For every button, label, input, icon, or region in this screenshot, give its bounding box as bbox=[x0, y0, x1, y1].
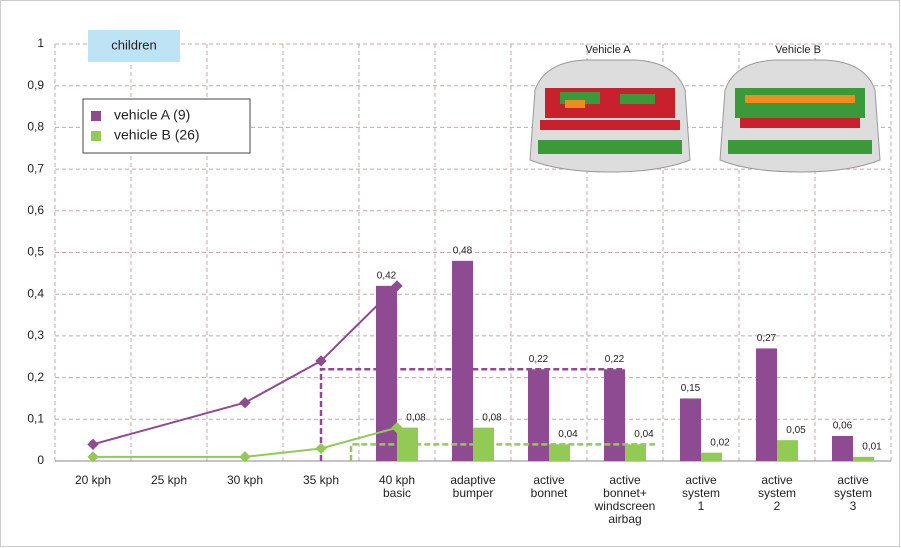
legend-swatch bbox=[91, 111, 101, 121]
bar bbox=[625, 444, 646, 461]
y-tick-label: 0,5 bbox=[27, 245, 44, 259]
value-label: 0,08 bbox=[482, 412, 502, 423]
legend-box bbox=[82, 98, 251, 154]
image-label: Vehicle B bbox=[775, 44, 821, 56]
value-label: 0,06 bbox=[833, 421, 853, 432]
x-tick-label: 25 kph bbox=[151, 473, 187, 487]
line-marker bbox=[239, 451, 251, 463]
bar bbox=[604, 369, 625, 461]
group-label: children bbox=[111, 37, 157, 52]
x-tick-label: 40 kph basic bbox=[379, 473, 415, 500]
line-marker bbox=[315, 355, 327, 367]
vehicle-images bbox=[529, 59, 881, 173]
x-tick-label: active bonnet+ windscreen airbag bbox=[594, 473, 656, 526]
bar bbox=[701, 452, 722, 461]
value-label: 0,02 bbox=[710, 437, 730, 448]
value-label: 0,01 bbox=[862, 441, 882, 452]
x-tick-label: 20 kph bbox=[75, 473, 111, 487]
y-tick-label: 0,8 bbox=[27, 120, 44, 134]
value-label: 0,48 bbox=[453, 245, 473, 256]
y-tick-label: 0,1 bbox=[27, 411, 44, 425]
y-tick-label: 0,4 bbox=[27, 286, 44, 300]
legend-swatch bbox=[91, 131, 101, 141]
value-label: 0,15 bbox=[681, 383, 701, 394]
value-label: 0,04 bbox=[634, 429, 654, 440]
line-marker bbox=[391, 280, 403, 292]
x-tick-label: active system 2 bbox=[758, 473, 796, 513]
y-tick-label: 0,6 bbox=[27, 203, 44, 217]
x-tick-label: 35 kph bbox=[303, 473, 339, 487]
x-tick-label: active system 3 bbox=[834, 473, 872, 513]
y-tick-label: 0,3 bbox=[27, 328, 44, 342]
bar bbox=[452, 260, 473, 461]
legend-label: vehicle A (9) bbox=[114, 107, 190, 123]
bar bbox=[756, 348, 777, 461]
line-marker bbox=[391, 421, 403, 434]
bar bbox=[528, 369, 549, 461]
y-tick-label: 0,2 bbox=[27, 370, 44, 384]
bar bbox=[376, 285, 397, 461]
line bbox=[93, 426, 398, 458]
vehicle-b-image bbox=[719, 59, 881, 173]
bar bbox=[680, 398, 701, 461]
y-tick-label: 1 bbox=[37, 36, 44, 50]
x-tick-label: active bonnet bbox=[531, 473, 568, 500]
value-label: 0,42 bbox=[377, 271, 397, 282]
x-tick-label: adaptive bumper bbox=[450, 473, 496, 500]
bar bbox=[777, 440, 798, 461]
line bbox=[92, 285, 398, 446]
value-label: 0,05 bbox=[786, 425, 806, 436]
image-label: Vehicle A bbox=[585, 44, 631, 56]
value-label: 0,22 bbox=[529, 354, 549, 365]
vehicle-a-image bbox=[529, 59, 691, 173]
bar bbox=[832, 435, 853, 461]
reference-line bbox=[319, 368, 625, 461]
y-tick-label: 0,9 bbox=[27, 78, 44, 92]
bar bbox=[549, 444, 570, 461]
value-label: 0,04 bbox=[558, 429, 578, 440]
y-tick-label: 0,7 bbox=[27, 161, 44, 175]
line-marker bbox=[239, 396, 251, 409]
legend-label: vehicle B (26) bbox=[114, 127, 200, 143]
value-label: 0,27 bbox=[757, 333, 777, 344]
y-tick-label: 0 bbox=[37, 453, 44, 467]
value-label: 0,08 bbox=[406, 412, 426, 423]
value-label: 0,22 bbox=[605, 354, 625, 365]
line-marker bbox=[315, 442, 327, 455]
group-box bbox=[88, 30, 180, 62]
bar bbox=[853, 456, 874, 461]
x-tick-label: active system 1 bbox=[682, 473, 720, 513]
reference-line bbox=[349, 443, 655, 461]
x-tick-label: 30 kph bbox=[227, 473, 263, 487]
